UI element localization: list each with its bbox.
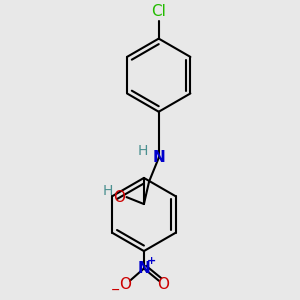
Text: H: H [103,184,113,198]
Text: −: − [110,285,120,295]
Text: N: N [137,261,150,276]
Text: Cl: Cl [151,4,166,19]
Text: H: H [138,144,148,158]
Text: N: N [152,150,165,165]
Text: O: O [157,277,169,292]
Text: +: + [147,256,156,266]
Text: O: O [119,277,131,292]
Text: O: O [113,190,125,205]
